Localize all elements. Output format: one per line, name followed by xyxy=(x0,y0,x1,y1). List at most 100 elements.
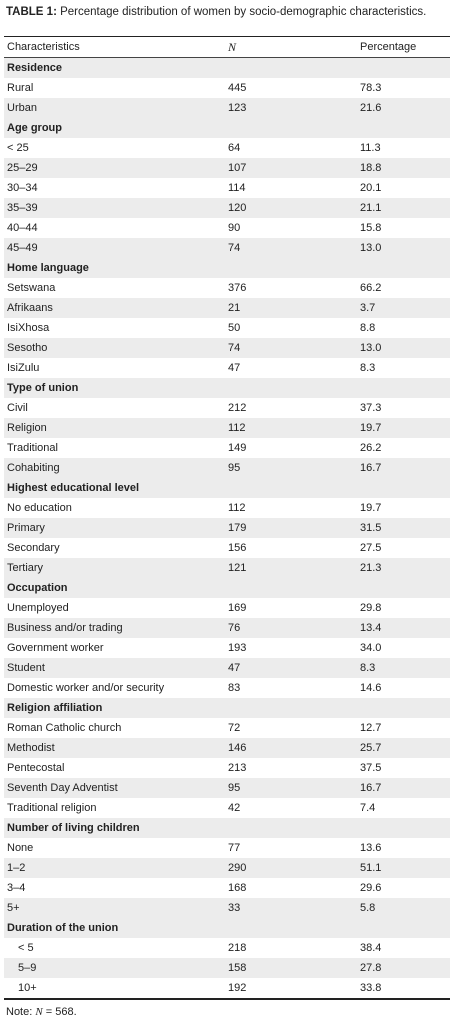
cell-percentage: 8.3 xyxy=(360,662,376,674)
cell-n: 33 xyxy=(228,902,241,914)
table-row: 5+ 33 5.8 xyxy=(4,898,450,918)
cell-percentage: 5.8 xyxy=(360,902,376,914)
cell-percentage: 34.0 xyxy=(360,642,382,654)
table-row: Afrikaans 21 3.7 xyxy=(4,298,450,318)
cell-characteristic: Government worker xyxy=(7,642,104,654)
section-title: Religion affiliation xyxy=(7,702,103,714)
table-row: Cohabiting 95 16.7 xyxy=(4,458,450,478)
cell-percentage: 33.8 xyxy=(360,982,382,994)
cell-characteristic: Tertiary xyxy=(7,562,44,574)
cell-characteristic: Traditional religion xyxy=(7,802,97,814)
cell-percentage: 16.7 xyxy=(360,782,382,794)
cell-percentage: 7.4 xyxy=(360,802,376,814)
table-row: Unemployed 169 29.8 xyxy=(4,598,450,618)
cell-characteristic: No education xyxy=(7,502,72,514)
cell-n: 120 xyxy=(228,202,247,214)
table-bottom-rule xyxy=(4,998,450,1000)
cell-n: 445 xyxy=(228,82,247,94)
cell-characteristic: Setswana xyxy=(7,282,56,294)
cell-percentage: 19.7 xyxy=(360,502,382,514)
data-table: Characteristics N Percentage Residence Ru… xyxy=(4,36,450,1000)
section-header-row: Number of living children xyxy=(4,818,450,838)
header-characteristics: Characteristics xyxy=(7,41,80,53)
header-n: N xyxy=(228,39,237,54)
table-row: Traditional religion 42 7.4 xyxy=(4,798,450,818)
cell-percentage: 13.6 xyxy=(360,842,382,854)
cell-characteristic: 10+ xyxy=(18,982,37,994)
table-row: Roman Catholic church 72 12.7 xyxy=(4,718,450,738)
table-row: Business and/or trading 76 13.4 xyxy=(4,618,450,638)
cell-percentage: 26.2 xyxy=(360,442,382,454)
cell-n: 156 xyxy=(228,542,247,554)
cell-characteristic: Cohabiting xyxy=(7,462,60,474)
cell-characteristic: 5+ xyxy=(7,902,20,914)
table-row: 25–29 107 18.8 xyxy=(4,158,450,178)
table-row: Religion 112 19.7 xyxy=(4,418,450,438)
cell-percentage: 16.7 xyxy=(360,462,382,474)
cell-percentage: 3.7 xyxy=(360,302,376,314)
cell-n: 192 xyxy=(228,982,247,994)
cell-percentage: 21.6 xyxy=(360,102,382,114)
cell-percentage: 12.7 xyxy=(360,722,382,734)
cell-percentage: 37.3 xyxy=(360,402,382,414)
table-row: Secondary 156 27.5 xyxy=(4,538,450,558)
cell-n: 168 xyxy=(228,882,247,894)
cell-characteristic: Urban xyxy=(7,102,37,114)
note-suffix: = 568. xyxy=(42,1006,77,1018)
cell-characteristic: Seventh Day Adventist xyxy=(7,782,118,794)
cell-n: 149 xyxy=(228,442,247,454)
cell-n: 146 xyxy=(228,742,247,754)
cell-percentage: 51.1 xyxy=(360,862,382,874)
section-title: Occupation xyxy=(7,582,68,594)
section-header-row: Age group xyxy=(4,118,450,138)
table-row: 1–2 290 51.1 xyxy=(4,858,450,878)
table-note: Note: N = 568. xyxy=(6,1006,77,1018)
table-row: IsiXhosa 50 8.8 xyxy=(4,318,450,338)
cell-percentage: 13.0 xyxy=(360,342,382,354)
cell-percentage: 19.7 xyxy=(360,422,382,434)
table-row: 40–44 90 15.8 xyxy=(4,218,450,238)
section-header-row: Type of union xyxy=(4,378,450,398)
cell-n: 179 xyxy=(228,522,247,534)
table-row: Primary 179 31.5 xyxy=(4,518,450,538)
table-row: No education 112 19.7 xyxy=(4,498,450,518)
table-header-rule xyxy=(4,57,450,58)
cell-n: 212 xyxy=(228,402,247,414)
table-row: Methodist 146 25.7 xyxy=(4,738,450,758)
table-row: Seventh Day Adventist 95 16.7 xyxy=(4,778,450,798)
table-row: Urban 123 21.6 xyxy=(4,98,450,118)
cell-percentage: 14.6 xyxy=(360,682,382,694)
cell-n: 290 xyxy=(228,862,247,874)
cell-n: 112 xyxy=(228,502,246,514)
cell-percentage: 78.3 xyxy=(360,82,382,94)
cell-characteristic: < 25 xyxy=(7,142,29,154)
table-row: < 25 64 11.3 xyxy=(4,138,450,158)
cell-characteristic: Traditional xyxy=(7,442,58,454)
section-title: Residence xyxy=(7,62,63,74)
cell-n: 77 xyxy=(228,842,241,854)
cell-n: 95 xyxy=(228,462,241,474)
cell-characteristic: Unemployed xyxy=(7,602,69,614)
section-header-row: Duration of the union xyxy=(4,918,450,938)
section-title: Number of living children xyxy=(7,822,140,834)
table-row: Government worker 193 34.0 xyxy=(4,638,450,658)
table-row: Domestic worker and/or security 83 14.6 xyxy=(4,678,450,698)
cell-n: 112 xyxy=(228,422,246,434)
table-row: Pentecostal 213 37.5 xyxy=(4,758,450,778)
cell-percentage: 8.8 xyxy=(360,322,376,334)
cell-n: 47 xyxy=(228,662,241,674)
cell-n: 121 xyxy=(228,562,247,574)
note-n: N xyxy=(35,1006,43,1018)
cell-percentage: 38.4 xyxy=(360,942,382,954)
cell-characteristic: 1–2 xyxy=(7,862,26,874)
cell-characteristic: Methodist xyxy=(7,742,55,754)
cell-percentage: 27.8 xyxy=(360,962,382,974)
table-row: 3–4 168 29.6 xyxy=(4,878,450,898)
cell-characteristic: 3–4 xyxy=(7,882,26,894)
cell-percentage: 15.8 xyxy=(360,222,382,234)
cell-n: 193 xyxy=(228,642,247,654)
table-row: IsiZulu 47 8.3 xyxy=(4,358,450,378)
cell-percentage: 21.3 xyxy=(360,562,382,574)
cell-percentage: 13.4 xyxy=(360,622,382,634)
cell-n: 114 xyxy=(228,182,246,194)
